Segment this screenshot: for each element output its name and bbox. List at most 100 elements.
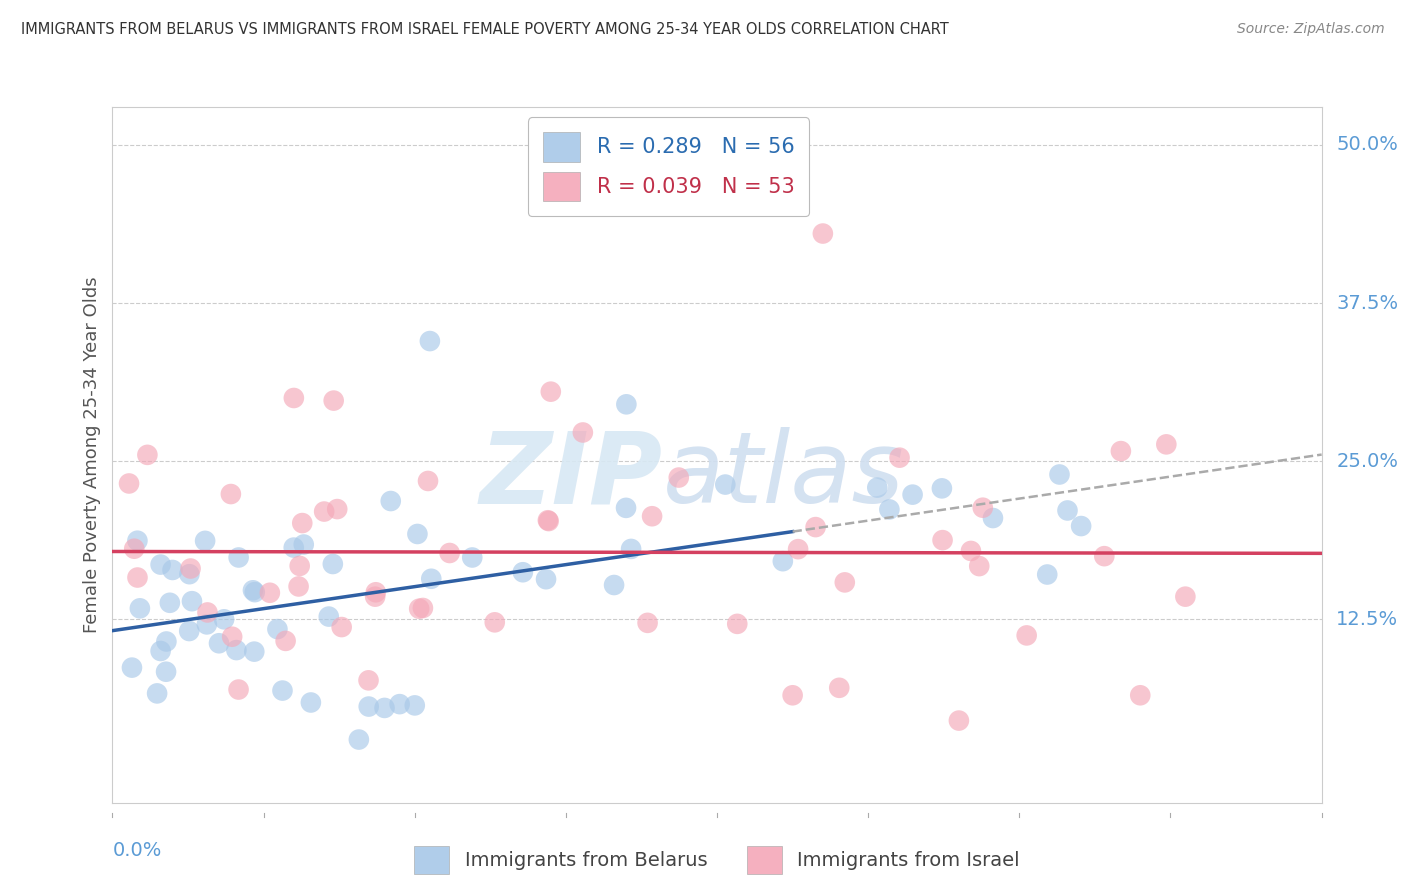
Point — [243, 585, 266, 599]
Point — [408, 601, 430, 615]
Text: atlas: atlas — [662, 427, 904, 524]
Point — [322, 393, 344, 408]
Point — [326, 502, 349, 516]
Point — [889, 450, 911, 465]
Point — [787, 542, 810, 557]
Point — [225, 643, 247, 657]
Point — [292, 537, 315, 551]
Point — [274, 633, 297, 648]
Point — [772, 554, 794, 568]
Point — [122, 541, 145, 556]
Point — [288, 558, 311, 573]
Point — [136, 448, 159, 462]
Point — [291, 516, 314, 530]
Point — [128, 601, 150, 615]
Point — [931, 481, 953, 495]
Text: Source: ZipAtlas.com: Source: ZipAtlas.com — [1237, 22, 1385, 37]
Point — [179, 624, 201, 638]
Point — [179, 567, 201, 582]
Point — [322, 557, 344, 571]
Point — [603, 578, 626, 592]
Point — [1092, 549, 1115, 563]
Point — [1129, 688, 1152, 702]
Point — [228, 550, 250, 565]
Point — [314, 504, 336, 518]
Point — [221, 630, 243, 644]
Point — [406, 527, 429, 541]
Point — [121, 660, 143, 674]
Point — [1036, 567, 1059, 582]
Y-axis label: Female Poverty Among 25-34 Year Olds: Female Poverty Among 25-34 Year Olds — [83, 277, 101, 633]
Point — [537, 513, 560, 527]
Point — [318, 609, 340, 624]
Point — [181, 594, 204, 608]
Point — [614, 500, 637, 515]
Point — [271, 683, 294, 698]
Point — [243, 645, 266, 659]
Point — [149, 558, 172, 572]
Point — [901, 488, 924, 502]
Text: 12.5%: 12.5% — [1336, 610, 1399, 629]
Point — [834, 575, 856, 590]
Point — [420, 572, 443, 586]
Text: 25.0%: 25.0% — [1336, 451, 1398, 471]
Point — [364, 585, 387, 599]
Point — [347, 732, 370, 747]
Point — [159, 596, 181, 610]
Point — [484, 615, 506, 630]
Point — [725, 616, 748, 631]
Point — [967, 559, 990, 574]
Point — [1174, 590, 1197, 604]
Point — [620, 541, 643, 556]
Point — [616, 397, 638, 411]
Point — [439, 546, 461, 560]
Point — [637, 615, 659, 630]
Point — [380, 494, 402, 508]
Text: ZIP: ZIP — [479, 427, 662, 524]
Point — [572, 425, 595, 440]
Point — [1156, 437, 1178, 451]
Point — [972, 500, 994, 515]
Point — [118, 476, 141, 491]
Point — [714, 477, 737, 491]
Text: 37.5%: 37.5% — [1336, 293, 1399, 312]
Point — [208, 636, 231, 650]
Point — [1070, 519, 1092, 533]
Point — [828, 681, 851, 695]
Point — [330, 620, 353, 634]
Point — [879, 502, 901, 516]
Point — [364, 590, 387, 604]
Point — [960, 544, 983, 558]
Point — [219, 487, 242, 501]
Point — [127, 570, 149, 584]
Point — [197, 606, 219, 620]
Point — [146, 686, 169, 700]
Legend: Immigrants from Belarus, Immigrants from Israel: Immigrants from Belarus, Immigrants from… — [405, 837, 1029, 884]
Point — [668, 470, 690, 484]
Point — [287, 579, 309, 593]
Text: IMMIGRANTS FROM BELARUS VS IMMIGRANTS FROM ISRAEL FEMALE POVERTY AMONG 25-34 YEA: IMMIGRANTS FROM BELARUS VS IMMIGRANTS FR… — [21, 22, 949, 37]
Point — [404, 698, 426, 713]
Point — [461, 550, 484, 565]
Point — [419, 334, 441, 348]
Point — [537, 514, 560, 528]
Point — [228, 682, 250, 697]
Point — [1109, 444, 1132, 458]
Point — [195, 617, 218, 632]
Text: 50.0%: 50.0% — [1336, 136, 1398, 154]
Point — [299, 696, 322, 710]
Point — [259, 586, 281, 600]
Point — [866, 481, 889, 495]
Point — [412, 601, 434, 615]
Point — [283, 391, 305, 405]
Point — [266, 622, 288, 636]
Point — [1049, 467, 1071, 482]
Point — [149, 644, 172, 658]
Text: 0.0%: 0.0% — [112, 841, 162, 860]
Point — [127, 533, 149, 548]
Point — [357, 699, 380, 714]
Point — [162, 563, 184, 577]
Point — [811, 227, 834, 241]
Point — [540, 384, 562, 399]
Point — [212, 612, 235, 626]
